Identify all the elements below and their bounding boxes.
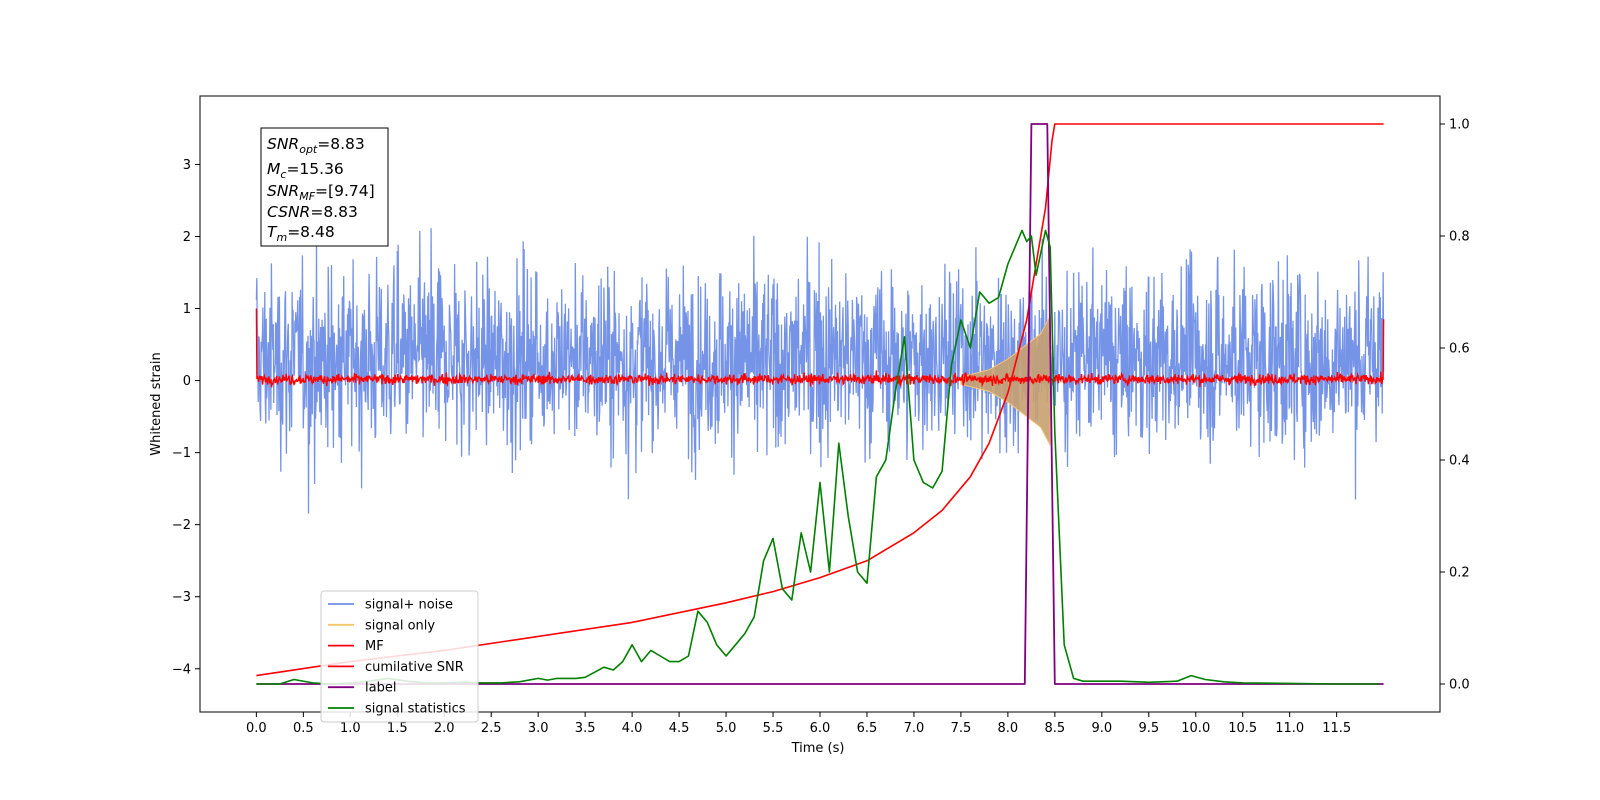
y2-tick-label: 0.8	[1449, 230, 1470, 245]
x-tick-label: 9.5	[1138, 721, 1159, 736]
info-snr-mf-base: SNR	[267, 182, 299, 200]
x-axis-label: Time (s)	[791, 741, 845, 756]
y2-tick-label: 1.0	[1449, 118, 1470, 133]
y2-axis-ticks: 1.0 0.8 0.6 0.4 0.2 0.0	[1440, 118, 1470, 693]
signal-noise-line	[255, 228, 1385, 514]
info-mc-sub: c	[280, 168, 286, 181]
x-tick-label: 11.5	[1322, 721, 1351, 736]
cumulative-snr-series	[256, 123, 1384, 677]
legend-label: cumilative SNR	[365, 660, 464, 675]
y2-tick-label: 0.2	[1449, 566, 1470, 581]
legend-label: MF	[365, 639, 384, 654]
info-box: SNRopt=8.83 Mc=15.36 SNRMF=[9.74] CSNR=8…	[260, 127, 389, 247]
label-series	[256, 123, 1384, 685]
x-tick-label: 6.5	[857, 721, 878, 736]
info-mc-value: =15.36	[286, 160, 343, 178]
info-snr-mf-sub: MF	[299, 190, 315, 203]
x-tick-label: 1.0	[340, 721, 361, 736]
signal-statistics-line	[256, 229, 1379, 685]
info-csnr-base: CSNR	[267, 203, 310, 221]
x-tick-label: 2.5	[481, 721, 502, 736]
x-tick-label: 6.0	[810, 721, 831, 736]
x-tick-label: 4.0	[622, 721, 643, 736]
x-tick-label: 7.0	[904, 721, 925, 736]
x-tick-label: 10.0	[1181, 721, 1210, 736]
y-tick-label: 1	[183, 302, 191, 317]
x-tick-label: 3.5	[575, 721, 596, 736]
label-line	[256, 123, 1384, 685]
info-box-frame	[260, 127, 389, 247]
legend-label: signal only	[365, 618, 435, 633]
info-snr-mf: SNRMF=[9.74]	[267, 182, 375, 203]
y2-tick-label: 0.4	[1449, 454, 1470, 469]
x-tick-label: 7.5	[951, 721, 972, 736]
legend-frame	[320, 590, 479, 723]
x-tick-label: 2.0	[434, 721, 455, 736]
info-tm-sub: m	[276, 231, 287, 244]
info-snr-opt-base: SNR	[267, 135, 299, 153]
info-tm-value: =8.48	[287, 223, 335, 241]
x-tick-label: 5.0	[716, 721, 737, 736]
y2-tick-label: 0.6	[1449, 342, 1470, 357]
info-tm: Tm=8.48	[267, 223, 335, 244]
y-tick-label: 3	[183, 158, 191, 173]
x-tick-label: 5.5	[763, 721, 784, 736]
y2-tick-label: 0.0	[1449, 678, 1470, 693]
x-tick-label: 3.0	[528, 721, 549, 736]
x-tick-label: 4.5	[669, 721, 690, 736]
cumulative-snr-line	[256, 123, 1384, 677]
info-mc: Mc=15.36	[267, 160, 344, 181]
y-tick-label: 2	[183, 230, 191, 245]
info-mc-base: M	[267, 160, 280, 178]
x-tick-label: 8.0	[998, 721, 1019, 736]
legend-label: signal+ noise	[365, 598, 453, 613]
x-tick-label: 9.0	[1091, 721, 1112, 736]
signal-statistics-series	[256, 229, 1379, 685]
legend-label: signal statistics	[365, 702, 466, 717]
info-snr-opt: SNRopt=8.83	[267, 135, 365, 156]
info-csnr-value: =8.83	[310, 203, 358, 221]
y-tick-label: −1	[172, 446, 191, 461]
info-tm-base: T	[267, 223, 278, 241]
x-axis-ticks: 0.0 0.5 1.0 1.5 2.0 2.5 3.0 3.5 4.0 4.5 5.0 5.5 6.0 6…	[246, 712, 1351, 736]
signal-noise-series	[255, 228, 1385, 514]
x-tick-label: 0.0	[246, 721, 267, 736]
x-tick-label: 1.5	[387, 721, 408, 736]
plot-area	[255, 123, 1385, 685]
info-snr-opt-value: =8.83	[317, 135, 365, 153]
y-tick-label: 0	[183, 374, 191, 389]
info-csnr: CSNR=8.83	[267, 203, 358, 221]
y-axis-ticks: 3 2 1 0 −1 −2 −3 −4	[172, 158, 200, 677]
x-tick-label: 11.0	[1275, 721, 1304, 736]
mf-line	[255, 308, 1385, 388]
x-tick-label: 10.5	[1228, 721, 1257, 736]
mf-series	[255, 308, 1385, 388]
y-tick-label: −4	[172, 662, 191, 677]
x-tick-label: 8.5	[1045, 721, 1066, 736]
legend-label: label	[365, 681, 396, 696]
x-tick-label: 0.5	[293, 721, 314, 736]
legend: signal+ noise signal only MF cumilative SNR…	[320, 590, 479, 723]
y-tick-label: −3	[172, 590, 191, 605]
info-snr-opt-sub: opt	[299, 143, 318, 156]
y-axis-label: Whitened strain	[149, 352, 164, 455]
y-tick-label: −2	[172, 518, 191, 533]
info-snr-mf-value: =[9.74]	[315, 182, 375, 200]
